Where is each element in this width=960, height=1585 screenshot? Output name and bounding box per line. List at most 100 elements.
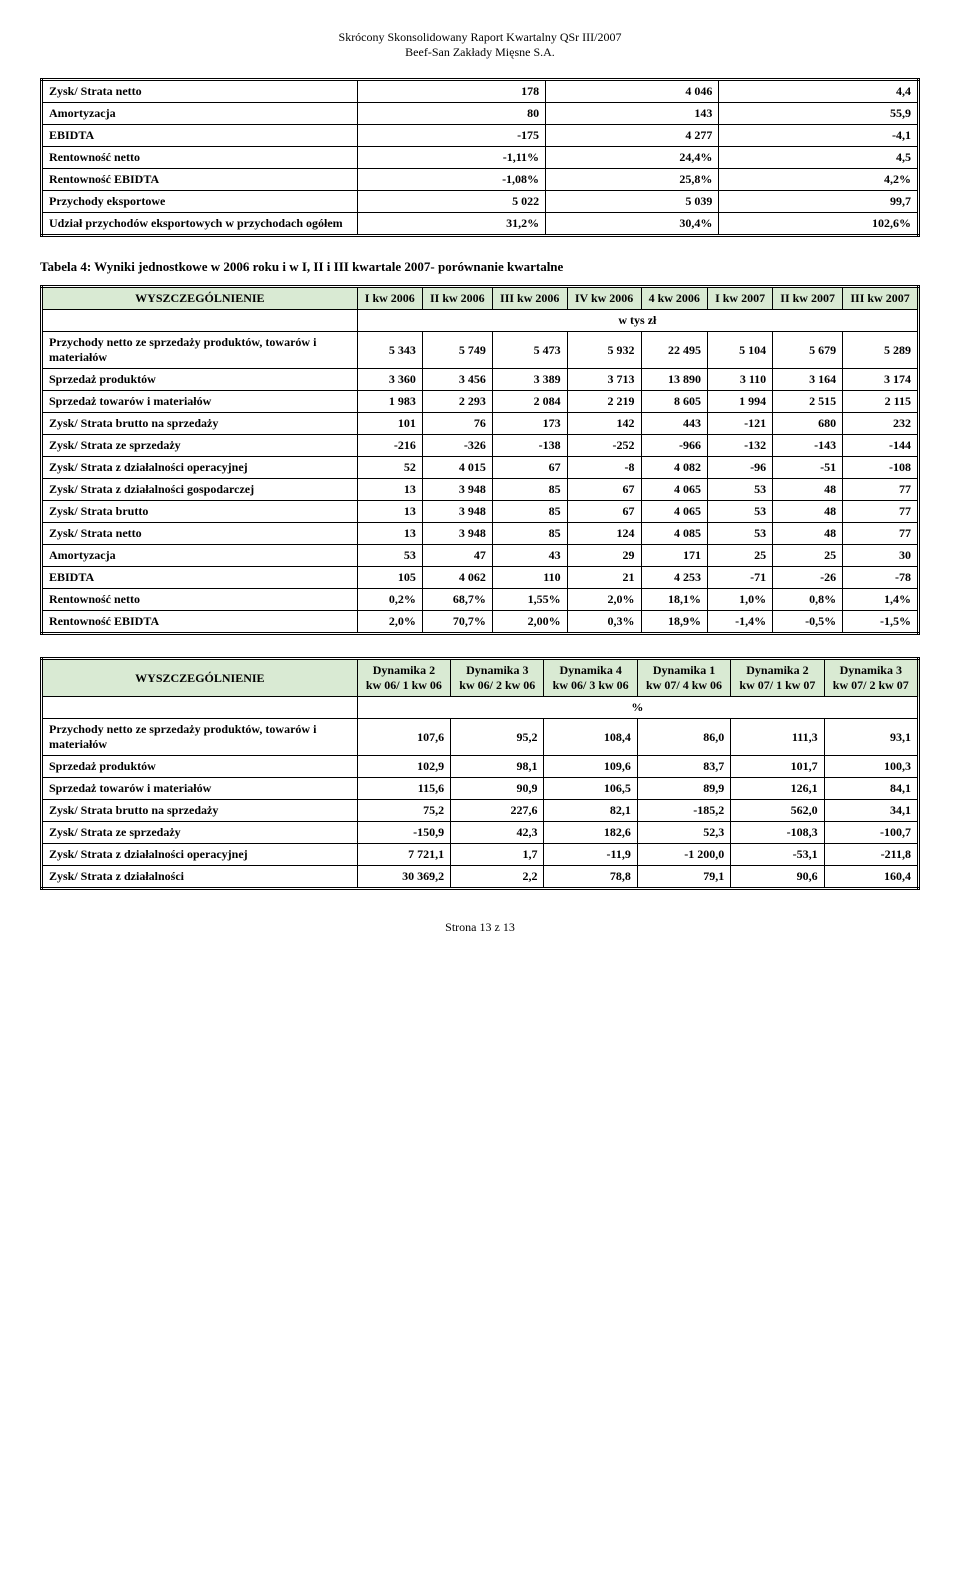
subhead-cell: % [357, 697, 918, 719]
cell: 4 046 [546, 80, 719, 103]
cell: -121 [708, 413, 773, 435]
cell: 4 253 [641, 567, 708, 589]
cell: 13 [357, 523, 422, 545]
cell: -1 200,0 [637, 844, 730, 866]
row-label: EBIDTA [42, 567, 358, 589]
cell: 18,9% [641, 611, 708, 634]
row-label: Przychody netto ze sprzedaży produktów, … [42, 719, 358, 756]
row-label: Zysk/ Strata brutto na sprzedaży [42, 413, 358, 435]
blank-cell [42, 697, 358, 719]
cell: -1,4% [708, 611, 773, 634]
cell: 3 948 [422, 523, 492, 545]
cell: 106,5 [544, 778, 637, 800]
cell: 30,4% [546, 213, 719, 236]
row-label: EBIDTA [42, 125, 358, 147]
col-head: II kw 2007 [773, 287, 843, 310]
table-row: Zysk/ Strata netto1784 0464,4 [42, 80, 919, 103]
cell: -4,1 [719, 125, 919, 147]
cell: 562,0 [731, 800, 824, 822]
cell: -185,2 [637, 800, 730, 822]
col-head: Dynamika 1 kw 07/ 4 kw 06 [637, 659, 730, 697]
page-header: Skrócony Skonsolidowany Raport Kwartalny… [40, 30, 920, 60]
row-label: Zysk/ Strata ze sprzedaży [42, 435, 358, 457]
table-row: Sprzedaż towarów i materiałów115,690,910… [42, 778, 919, 800]
cell: 680 [773, 413, 843, 435]
table-row: Przychody netto ze sprzedaży produktów, … [42, 719, 919, 756]
col-head: Dynamika 4 kw 06/ 3 kw 06 [544, 659, 637, 697]
cell: 1,0% [708, 589, 773, 611]
cell: 89,9 [637, 778, 730, 800]
cell: 47 [422, 545, 492, 567]
row-label: Zysk/ Strata z działalności operacyjnej [42, 457, 358, 479]
cell: -326 [422, 435, 492, 457]
row-label: Zysk/ Strata brutto na sprzedaży [42, 800, 358, 822]
cell: 43 [492, 545, 567, 567]
cell: 85 [492, 501, 567, 523]
cell: 25,8% [546, 169, 719, 191]
cell: 1,55% [492, 589, 567, 611]
subhead-cell: w tys zł [357, 310, 918, 332]
cell: 90,6 [731, 866, 824, 889]
cell: 124 [567, 523, 641, 545]
cell: 182,6 [544, 822, 637, 844]
table-row: Zysk/ Strata brutto na sprzedaży75,2227,… [42, 800, 919, 822]
cell: -96 [708, 457, 773, 479]
cell: 13 [357, 501, 422, 523]
cell: 13 890 [641, 369, 708, 391]
table-row: Zysk/ Strata brutto na sprzedaży10176173… [42, 413, 919, 435]
table-row: EBIDTA1054 062110214 253-71-26-78 [42, 567, 919, 589]
cell: 85 [492, 479, 567, 501]
cell: 42,3 [451, 822, 544, 844]
cell: 78,8 [544, 866, 637, 889]
row-label: Zysk/ Strata netto [42, 523, 358, 545]
cell: 0,3% [567, 611, 641, 634]
cell: 7 721,1 [357, 844, 450, 866]
cell: 53 [708, 523, 773, 545]
col-head: Dynamika 3 kw 07/ 2 kw 07 [824, 659, 918, 697]
cell: 85 [492, 523, 567, 545]
cell: 4 015 [422, 457, 492, 479]
table-row: Amortyzacja53474329171252530 [42, 545, 919, 567]
cell: 29 [567, 545, 641, 567]
cell: 3 948 [422, 479, 492, 501]
cell: 77 [843, 479, 919, 501]
cell: 2 515 [773, 391, 843, 413]
cell: 90,9 [451, 778, 544, 800]
cell: 109,6 [544, 756, 637, 778]
col-head: III kw 2007 [843, 287, 919, 310]
cell: 4 065 [641, 501, 708, 523]
cell: 67 [492, 457, 567, 479]
cell: -53,1 [731, 844, 824, 866]
cell: 1 983 [357, 391, 422, 413]
row-label: Zysk/ Strata netto [42, 80, 358, 103]
cell: 34,1 [824, 800, 918, 822]
row-label: Zysk/ Strata z działalności [42, 866, 358, 889]
table-row: Sprzedaż towarów i materiałów1 9832 2932… [42, 391, 919, 413]
col-head: II kw 2006 [422, 287, 492, 310]
cell: 171 [641, 545, 708, 567]
cell: 31,2% [357, 213, 545, 236]
cell: 2 293 [422, 391, 492, 413]
cell: 4 065 [641, 479, 708, 501]
cell: 115,6 [357, 778, 450, 800]
row-label: Przychody eksportowe [42, 191, 358, 213]
cell: 232 [843, 413, 919, 435]
cell: -26 [773, 567, 843, 589]
cell: -108,3 [731, 822, 824, 844]
cell: 102,6% [719, 213, 919, 236]
cell: 95,2 [451, 719, 544, 756]
col-head-label: WYSZCZEGÓLNIENIE [42, 287, 358, 310]
table-row: Zysk/ Strata z działalności operacyjnej7… [42, 844, 919, 866]
cell: 24,4% [546, 147, 719, 169]
cell: 93,1 [824, 719, 918, 756]
row-label: Sprzedaż produktów [42, 369, 358, 391]
cell: 4,4 [719, 80, 919, 103]
cell: 102,9 [357, 756, 450, 778]
cell: 1,7 [451, 844, 544, 866]
cell: 3 456 [422, 369, 492, 391]
table-row: Przychody netto ze sprzedaży produktów, … [42, 332, 919, 369]
cell: 25 [708, 545, 773, 567]
cell: -51 [773, 457, 843, 479]
cell: 227,6 [451, 800, 544, 822]
cell: 443 [641, 413, 708, 435]
